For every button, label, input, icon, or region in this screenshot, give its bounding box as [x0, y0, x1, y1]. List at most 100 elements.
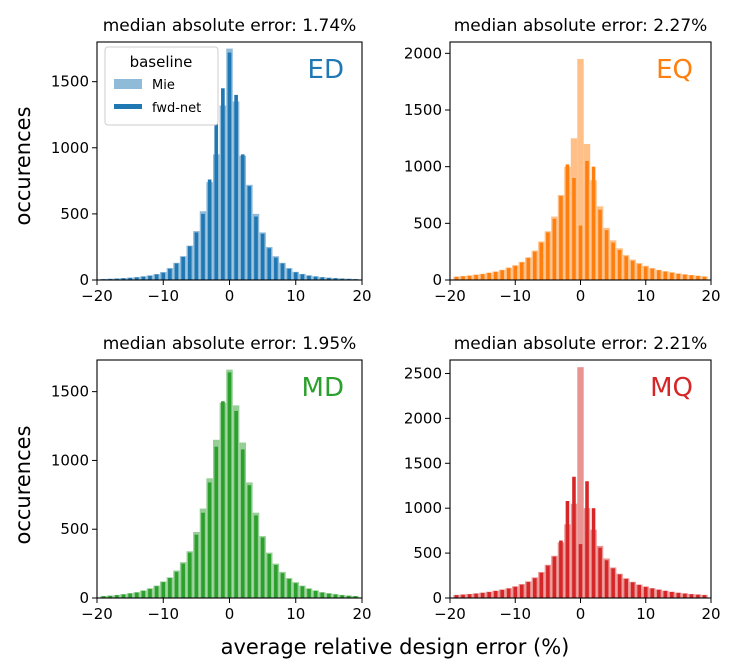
bar-mie [577, 59, 584, 280]
bar-fwd-net [227, 372, 232, 598]
bar-fwd-net [254, 216, 258, 280]
panel-label: EQ [656, 55, 693, 85]
bar-fwd-net [154, 274, 159, 280]
bar-fwd-net [670, 272, 674, 280]
bar-fwd-net [161, 272, 166, 280]
bar-fwd-net [663, 590, 668, 598]
bar-fwd-net [585, 481, 589, 598]
bar-fwd-net [333, 594, 338, 598]
bar-fwd-net [121, 594, 126, 598]
bar-fwd-net [148, 275, 152, 280]
bar-fwd-net [533, 578, 537, 598]
bar-fwd-net [141, 590, 146, 598]
bar-fwd-net [526, 257, 531, 280]
bar-fwd-net [254, 515, 258, 598]
y-tick-label: 1000 [51, 451, 89, 469]
bar-fwd-net [280, 573, 285, 598]
y-tick-label: 2500 [404, 364, 442, 382]
bar-fwd-net [121, 278, 126, 280]
panel-label: ED [308, 55, 344, 85]
bar-fwd-net [274, 564, 278, 598]
bar-fwd-net [240, 449, 245, 598]
bar-fwd-net [591, 166, 596, 280]
x-tick-label: 10 [636, 605, 655, 623]
bar-fwd-net [234, 410, 238, 598]
bar-fwd-net [513, 586, 518, 598]
x-tick-label: 10 [286, 605, 305, 623]
bar-fwd-net [696, 275, 700, 280]
bar-fwd-net [260, 537, 265, 598]
bar-fwd-net [168, 268, 172, 280]
bar-fwd-net [307, 275, 311, 280]
bar-fwd-net [657, 589, 661, 598]
x-tick-label: −10 [147, 287, 179, 305]
bar-fwd-net [454, 595, 459, 598]
bar-fwd-net [174, 571, 179, 598]
bar-fwd-net [247, 485, 252, 598]
bar-fwd-net [141, 276, 146, 280]
bar-fwd-net [346, 595, 351, 598]
bar-fwd-net [161, 582, 166, 598]
bar-fwd-net [194, 232, 199, 280]
bar-fwd-net [617, 249, 622, 280]
bar-fwd-net [657, 270, 661, 280]
bar-fwd-net [585, 161, 589, 280]
bar-fwd-net [637, 584, 642, 598]
panel-title: median absolute error: 1.74% [103, 16, 357, 36]
legend-swatch-fwd-net [114, 104, 142, 109]
bar-fwd-net [280, 263, 285, 280]
bar-fwd-net [533, 251, 537, 280]
bar-fwd-net [480, 274, 485, 280]
bar-fwd-net [467, 275, 472, 280]
legend-swatch-mie [114, 79, 142, 89]
bar-fwd-net [630, 260, 635, 280]
bar-fwd-net [320, 277, 325, 280]
bar-fwd-net [689, 275, 694, 280]
bar-fwd-net [194, 534, 199, 598]
bar-fwd-net [487, 272, 491, 280]
bar-fwd-net [260, 233, 265, 280]
bar-fwd-net [643, 266, 648, 280]
bar-fwd-net [572, 476, 576, 598]
bar-fwd-net [500, 589, 504, 598]
y-tick-label: 0 [79, 589, 89, 607]
bar-fwd-net [578, 225, 583, 280]
panel-eq: median absolute error: 2.27%−20 −10 0 10 200… [404, 16, 721, 305]
panel-mq: median absolute error: 2.21%−20 −10 0 10 200… [404, 334, 721, 623]
bar-fwd-net [702, 595, 707, 598]
bar-fwd-net [519, 584, 524, 598]
bar-fwd-net [340, 278, 344, 280]
y-tick-label: 2000 [404, 44, 442, 62]
x-tick-label: −20 [81, 605, 113, 623]
bar-fwd-net [467, 594, 472, 598]
bar-fwd-net [572, 178, 576, 280]
bar-fwd-net [333, 278, 338, 280]
bar-fwd-net [115, 595, 119, 598]
panel-label: MQ [650, 373, 693, 403]
bar-fwd-net [539, 242, 544, 280]
bar-fwd-net [214, 446, 219, 598]
bar-fwd-net [274, 257, 278, 280]
bar-fwd-net [320, 592, 325, 598]
bar-fwd-net [617, 574, 622, 598]
bar-fwd-net [552, 556, 557, 598]
bar-fwd-net [134, 277, 139, 280]
bar-fwd-net [327, 277, 331, 280]
bar-fwd-net [565, 501, 570, 598]
panel-label: MD [302, 373, 344, 403]
y-tick-label: 0 [79, 271, 89, 289]
bar-fwd-net [480, 592, 485, 598]
bar-fwd-net [293, 583, 298, 598]
bar-fwd-net [174, 263, 179, 280]
x-tick-label: −10 [147, 605, 179, 623]
bar-fwd-net [267, 248, 272, 280]
y-tick-label: 1500 [51, 73, 89, 91]
bar-fwd-net [493, 271, 498, 280]
bar-fwd-net [696, 594, 700, 598]
bar-fwd-net [552, 218, 557, 280]
bar-fwd-net [221, 88, 225, 281]
x-tick-label: 10 [286, 287, 305, 305]
bar-fwd-net [650, 268, 655, 280]
x-tick-label: 0 [576, 287, 586, 305]
